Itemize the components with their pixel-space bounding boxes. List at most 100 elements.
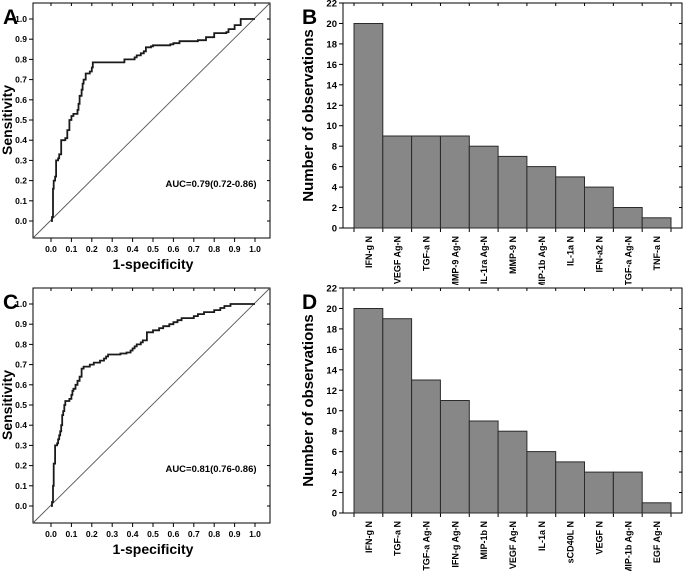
y-tick-label: 12 xyxy=(326,386,337,397)
bar xyxy=(612,207,643,229)
x-axis-title: 1-specificity xyxy=(113,541,194,557)
panel-label: A xyxy=(3,6,18,29)
y-tick-label: 0.6 xyxy=(15,95,27,105)
y-tick-label: 0.7 xyxy=(15,360,27,370)
y-tick-label: 4 xyxy=(332,468,338,479)
y-tick-label: 0.5 xyxy=(15,400,27,410)
y-tick-label: 0 xyxy=(332,224,337,235)
y-tick-label: 16 xyxy=(326,60,337,71)
bar-category-label: VEGF N xyxy=(594,521,604,555)
y-tick-label: 0.1 xyxy=(15,481,27,491)
bar-category-label: IL-1ra Ag-N xyxy=(479,236,489,284)
y-tick-label: 0.3 xyxy=(15,155,27,165)
bar xyxy=(497,155,528,229)
bar xyxy=(411,135,441,229)
x-tick-label: 0.5 xyxy=(147,529,159,539)
y-tick-label: 10 xyxy=(326,121,337,132)
x-tick-label: 0.7 xyxy=(188,529,200,539)
y-tick-label: 0.4 xyxy=(15,420,27,430)
y-tick-label: 8 xyxy=(332,142,337,153)
bar xyxy=(497,430,528,514)
bar xyxy=(555,461,585,514)
panel-label: D xyxy=(302,291,317,314)
bar xyxy=(526,451,557,514)
y-tick-label: 10 xyxy=(326,406,337,417)
y-tick-label: 20 xyxy=(326,304,337,315)
diagonal-reference-line xyxy=(32,287,271,524)
y-tick-label: 22 xyxy=(326,0,337,10)
x-tick-label: 0.6 xyxy=(167,244,179,254)
bar-category-label: IL-1a N xyxy=(537,521,547,551)
y-tick-label: 8 xyxy=(332,427,337,438)
panel-b-bar-chart: 0 2 4 6 8 10 12 14 16 18 20 22 IFN-g N VEGF Ag-N TGF-a… xyxy=(300,0,685,289)
y-tick-label: 2 xyxy=(332,203,337,214)
roc-curve xyxy=(51,18,255,222)
bar xyxy=(468,420,499,514)
x-tick-label: 0.2 xyxy=(86,529,98,539)
y-tick-label: 4 xyxy=(332,183,338,194)
bar-category-label: EGF Ag-N xyxy=(652,521,662,563)
bar-category-label: MMP-9 Ag-N xyxy=(450,236,460,285)
diagonal-reference-line xyxy=(32,2,271,239)
y-axis-title: Number of observations xyxy=(300,29,317,202)
x-tick-label: 0.3 xyxy=(106,244,118,254)
y-tick-label: 0.0 xyxy=(15,501,27,511)
x-tick-label: 1.0 xyxy=(249,529,261,539)
y-tick-label: 0.9 xyxy=(15,319,27,329)
y-tick-label: 12 xyxy=(326,101,337,112)
x-tick-label: 0.8 xyxy=(208,529,220,539)
bar xyxy=(411,379,441,514)
bar xyxy=(382,318,413,514)
bar-category-label: MIP-1b Ag-N xyxy=(623,521,633,571)
y-tick-label: 0.7 xyxy=(15,75,27,85)
y-tick-label: 0 xyxy=(332,509,337,520)
bar xyxy=(440,400,470,514)
y-axis-title: Sensitivity xyxy=(0,370,15,440)
x-tick-label: 0.7 xyxy=(188,244,200,254)
bar-category-label: TGF-a Ag-N xyxy=(623,236,633,285)
bar-category-label: IFN-g N xyxy=(364,236,374,268)
y-tick-label: 22 xyxy=(326,285,337,295)
y-tick-label: 6 xyxy=(332,162,337,173)
x-tick-label: 0.4 xyxy=(127,529,139,539)
y-axis-title: Number of observations xyxy=(300,314,317,487)
bar xyxy=(526,166,557,229)
bar-category-label: VEGF Ag-N xyxy=(393,236,403,284)
y-tick-label: 2 xyxy=(332,488,337,499)
y-tick-label: 0.0 xyxy=(15,216,27,226)
bar-category-label: MMP-9 N xyxy=(508,236,518,274)
roc-plot-c: 0.0 0.1 0.2 0.3 0.4 0.5 0.6 0.7 0.8 0.9 1.0 0.0 0.1 0… xyxy=(0,287,271,557)
y-tick-label: 0.2 xyxy=(15,461,27,471)
y-tick-label: 14 xyxy=(326,80,337,91)
y-tick-label: 0.2 xyxy=(15,176,27,186)
bar xyxy=(440,135,470,229)
x-tick-label: 0.8 xyxy=(208,244,220,254)
bar-category-label: TGF-a N xyxy=(422,236,432,271)
bar-category-label: IFN-g Ag-N xyxy=(450,521,460,568)
bar xyxy=(353,23,384,229)
panel-label: B xyxy=(302,6,317,29)
y-tick-label: 1.0 xyxy=(15,299,27,309)
bar xyxy=(382,135,413,229)
panel-c-roc-chart: 0.0 0.1 0.2 0.3 0.4 0.5 0.6 0.7 0.8 0.9 1.0 0.0 0.1 0… xyxy=(0,285,300,571)
y-axis-title: Sensitivity xyxy=(0,85,15,155)
x-tick-label: 0.1 xyxy=(65,529,77,539)
x-tick-label: 0.9 xyxy=(229,529,241,539)
bar-category-label: IFN-a2 N xyxy=(594,236,604,273)
bar-category-label: IL-1a N xyxy=(566,236,576,266)
panel-label: C xyxy=(3,291,18,314)
y-tick-label: 0.8 xyxy=(15,54,27,64)
x-tick-label: 0.1 xyxy=(65,244,77,254)
bar-category-label: TNF-a N xyxy=(652,236,662,271)
x-tick-label: 0.3 xyxy=(106,529,118,539)
y-tick-label: 0.1 xyxy=(15,196,27,206)
bar-plot-b: 0 2 4 6 8 10 12 14 16 18 20 22 IFN-g N VEGF Ag-N TGF-a… xyxy=(300,0,683,289)
x-tick-label: 0.6 xyxy=(167,529,179,539)
panel-a-roc-chart: 0.0 0.1 0.2 0.3 0.4 0.5 0.6 0.7 0.8 0.9 1.0 0.0 0.1 0… xyxy=(0,0,300,285)
y-tick-label: 18 xyxy=(326,324,337,335)
y-tick-label: 0.4 xyxy=(15,135,27,145)
y-tick-label: 0.3 xyxy=(15,440,27,450)
y-tick-label: 18 xyxy=(326,39,337,50)
y-tick-label: 16 xyxy=(326,345,337,356)
